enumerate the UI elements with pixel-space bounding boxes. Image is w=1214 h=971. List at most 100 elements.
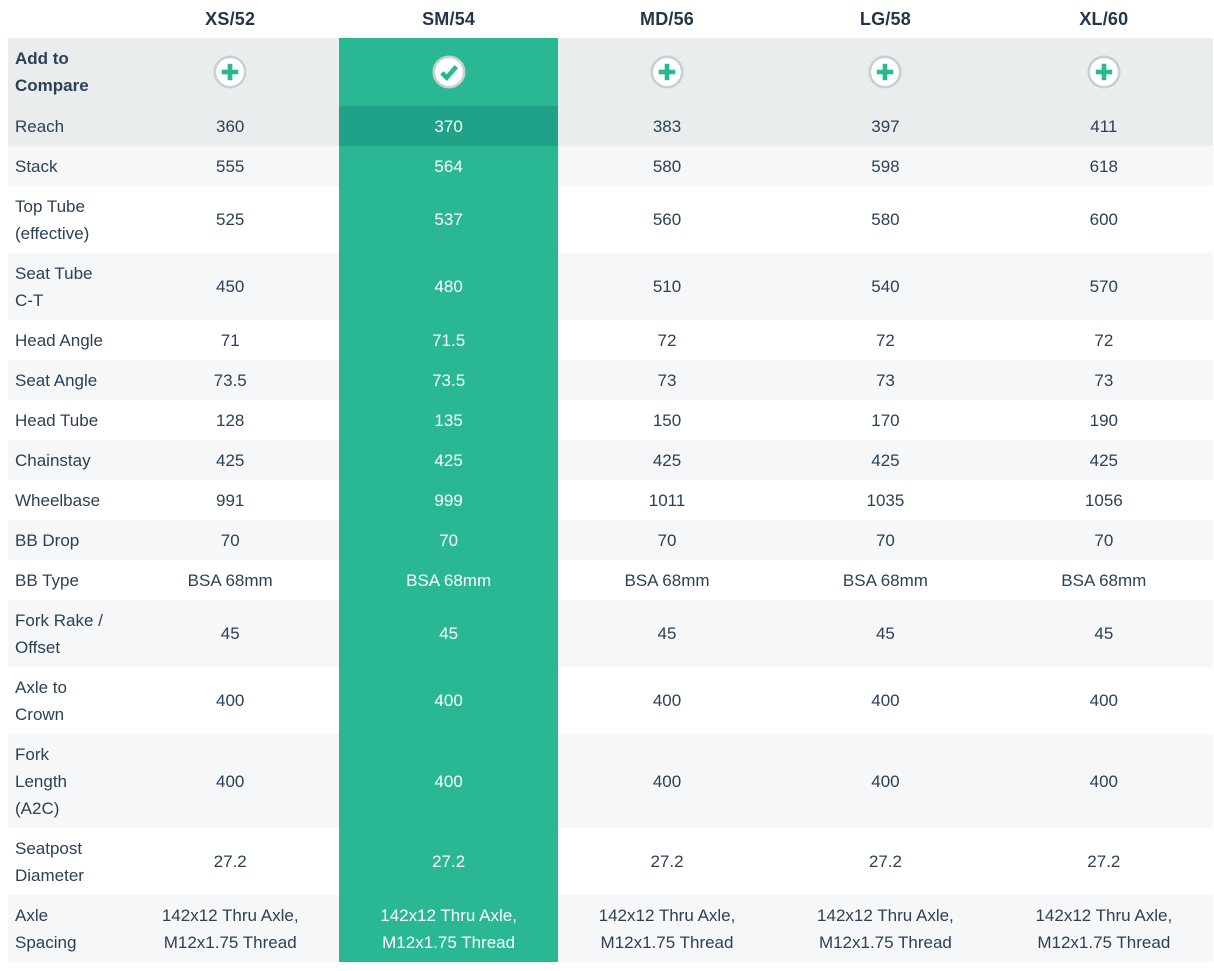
geometry-row: Top Tube (effective) 525 537 560 580 600 — [8, 186, 1213, 253]
value-cell: 450 — [216, 277, 245, 296]
value-cell: 128 — [216, 410, 245, 430]
row-label: Fork Length (A2C) — [15, 744, 67, 818]
value-cell: 600 — [1089, 210, 1119, 229]
value-cell: 70 — [1094, 530, 1114, 550]
value-cell: 480 — [339, 253, 558, 320]
value-cell: 525 — [216, 210, 245, 229]
plus-icon — [650, 55, 684, 89]
row-label: Axle Spacing — [15, 905, 77, 952]
value-cell: 400 — [216, 771, 245, 791]
geometry-row: Seatpost Diameter 27.2 27.2 27.2 27.2 27.2 — [8, 828, 1213, 895]
value-cell: 45 — [339, 600, 558, 667]
value-cell: 72 — [875, 330, 895, 350]
geometry-row: Reach 360 370 383 397 411 — [8, 106, 1213, 146]
row-label: Seat Angle — [15, 370, 98, 390]
value-cell: 150 — [652, 410, 682, 430]
value-cell: 27.2 — [339, 828, 558, 895]
geometry-row: Head Tube 128 135 150 170 190 — [8, 400, 1213, 440]
add-to-compare-button-xs52[interactable] — [121, 38, 339, 106]
value-cell: 999 — [339, 480, 558, 520]
value-cell: 1056 — [1084, 490, 1123, 510]
geometry-row: BB Drop 70 70 70 70 70 — [8, 520, 1213, 560]
value-cell: 400 — [871, 691, 900, 710]
value-cell: 73 — [1094, 370, 1114, 390]
row-label: Top Tube (effective) — [15, 196, 90, 243]
value-cell: 564 — [339, 146, 558, 186]
check-icon — [432, 55, 466, 89]
add-to-compare-row: Add to Compare — [8, 38, 1213, 106]
geometry-row: Wheelbase 991 999 1011 1035 1056 — [8, 480, 1213, 520]
value-cell: 570 — [1089, 277, 1119, 296]
row-label: Seatpost Diameter — [15, 838, 84, 885]
value-cell: 27.2 — [1087, 852, 1121, 871]
row-label: BB Type — [15, 570, 79, 590]
value-cell: 45 — [657, 624, 677, 643]
value-cell: 1035 — [866, 490, 905, 510]
value-cell: 70 — [657, 530, 677, 550]
value-cell: 383 — [652, 116, 682, 136]
row-label: Stack — [15, 156, 58, 176]
value-cell: 540 — [871, 277, 900, 296]
row-label: Axle to Crown — [15, 677, 67, 724]
geometry-row: Fork Length (A2C) 400 400 400 400 400 — [8, 734, 1213, 828]
column-header-xs52: XS/52 — [205, 8, 256, 29]
value-cell: 72 — [657, 330, 677, 350]
compare-row-label: Add to Compare — [15, 49, 89, 95]
row-label: Seat Tube C-T — [15, 263, 93, 310]
value-cell: 1011 — [648, 490, 686, 510]
plus-icon — [1087, 55, 1121, 89]
value-cell: 400 — [216, 691, 245, 710]
value-cell: 27.2 — [213, 852, 247, 871]
value-cell: 400 — [1089, 771, 1119, 791]
value-cell: 580 — [652, 156, 682, 176]
value-cell: 73 — [875, 370, 895, 390]
row-label: Wheelbase — [15, 490, 101, 510]
geometry-rows: Reach 360 370 383 397 411 Stack 555 564 580 598 618… — [8, 106, 1213, 962]
row-label: Reach — [15, 116, 65, 136]
column-header-xl60: XL/60 — [1079, 8, 1129, 29]
plus-icon — [868, 55, 902, 89]
value-cell: 71 — [220, 330, 240, 350]
value-cell: 72 — [1094, 330, 1114, 350]
column-header-sm54: SM/54 — [422, 8, 476, 29]
add-to-compare-button-md56[interactable] — [558, 38, 776, 106]
geometry-row: Fork Rake / Offset 45 45 45 45 45 — [8, 600, 1213, 667]
column-header-lg58: LG/58 — [859, 8, 911, 29]
value-cell: 555 — [216, 156, 245, 176]
value-cell: 73.5 — [339, 360, 558, 400]
value-cell: 142x12 Thru Axle, M12x1.75 Thread — [598, 905, 736, 952]
value-cell: 70 — [875, 530, 895, 550]
compare-selected-button-sm54[interactable] — [339, 38, 558, 106]
geometry-row: Axle Spacing 142x12 Thru Axle, M12x1.75 T… — [8, 895, 1213, 962]
value-cell: 142x12 Thru Axle, M12x1.75 Thread — [161, 905, 299, 952]
value-cell: 411 — [1090, 116, 1118, 136]
value-cell: 70 — [220, 530, 240, 550]
value-cell: 425 — [1089, 450, 1119, 470]
value-cell: BSA 68mm — [1061, 570, 1147, 590]
value-cell: 400 — [652, 691, 682, 710]
value-cell: 537 — [339, 186, 558, 253]
value-cell: 71.5 — [339, 320, 558, 360]
value-cell: 190 — [1089, 410, 1119, 430]
value-cell: 142x12 Thru Axle, M12x1.75 Thread — [339, 895, 558, 962]
geometry-comparison-table: XS/52 SM/54 MD/56 LG/58 XL/60 Add to Com… — [8, 0, 1213, 962]
add-to-compare-button-xl60[interactable] — [995, 38, 1213, 106]
value-cell: 400 — [339, 667, 558, 734]
add-to-compare-button-lg58[interactable] — [776, 38, 994, 106]
value-cell: 45 — [220, 624, 240, 643]
value-cell: 400 — [652, 771, 682, 791]
value-cell: 135 — [339, 400, 558, 440]
value-cell: 27.2 — [868, 852, 902, 871]
value-cell: 425 — [652, 450, 682, 470]
value-cell: 425 — [216, 450, 245, 470]
value-cell: 991 — [216, 490, 245, 510]
row-label: Head Tube — [15, 410, 99, 430]
value-cell: 425 — [339, 440, 558, 480]
value-cell: 510 — [652, 277, 682, 296]
row-label: Head Angle — [15, 330, 103, 350]
value-cell: BSA 68mm — [624, 570, 710, 590]
value-cell: 360 — [216, 116, 245, 136]
value-cell: 73.5 — [213, 370, 247, 390]
value-cell: 560 — [652, 210, 682, 229]
value-cell: 618 — [1089, 156, 1119, 176]
